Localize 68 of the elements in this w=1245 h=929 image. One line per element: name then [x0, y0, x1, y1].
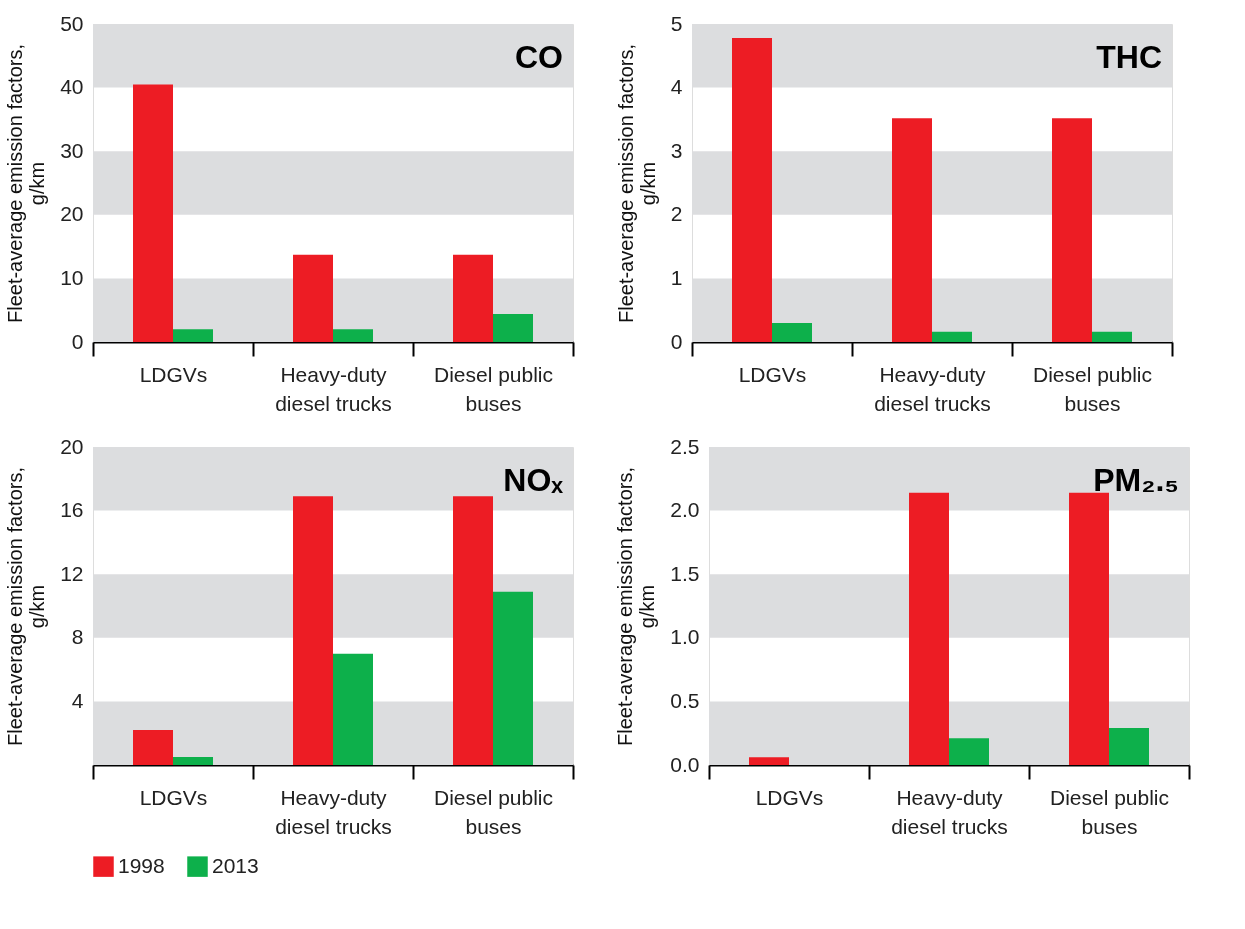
- y-tick-label: 4: [670, 75, 683, 99]
- x-tick-label: Diesel public buses: [433, 785, 554, 838]
- text: THC: [1096, 39, 1162, 75]
- bar: [772, 322, 812, 342]
- y-tick-label: 1: [670, 265, 683, 289]
- bar: [333, 329, 373, 342]
- x-tick-label: LDGVs: [139, 362, 208, 386]
- bar: [133, 730, 173, 765]
- y-tick-label: 10: [60, 265, 84, 289]
- legend-label: 1998: [118, 853, 165, 877]
- y-tick-label: 0.5: [670, 688, 700, 712]
- x-tick-label: Heavy-duty diesel trucks: [275, 785, 392, 838]
- x-tick-label: Diesel public buses: [1049, 785, 1170, 838]
- y-tick-label: 1.0: [670, 625, 700, 649]
- y-tick-label: 2: [670, 202, 683, 226]
- bar: [493, 591, 533, 765]
- bar: [493, 314, 533, 342]
- bar: [453, 254, 493, 342]
- bar: [1069, 492, 1109, 765]
- bar: [133, 84, 173, 342]
- y-tick-label: 12: [60, 561, 84, 585]
- legend-label: 2013: [212, 853, 259, 877]
- bar: [293, 496, 333, 765]
- y-tick-label: 50: [60, 11, 84, 35]
- x-tick-label: Diesel public buses: [1032, 362, 1153, 415]
- bar: [333, 653, 373, 765]
- x-tick-label: Heavy-duty diesel trucks: [874, 362, 991, 415]
- y-tick-label: 3: [670, 138, 683, 162]
- text: PM₂.₅: [1093, 462, 1179, 498]
- y-tick-label: 0.0: [670, 752, 700, 776]
- bar: [453, 496, 493, 765]
- y-axis-title: Fleet-average emission factors, g/km: [4, 43, 49, 324]
- x-tick-label: Diesel public buses: [433, 362, 554, 415]
- y-tick-label: 30: [60, 138, 84, 162]
- x-tick-label: LDGVs: [738, 362, 807, 386]
- y-tick-label: 0: [71, 329, 84, 353]
- y-tick-label: 40: [60, 75, 84, 99]
- bar: [932, 331, 972, 342]
- y-tick-label: 20: [60, 202, 84, 226]
- bar: [749, 757, 789, 765]
- bar: [1052, 118, 1092, 342]
- y-tick-label: 16: [60, 498, 84, 522]
- y-tick-label: 0: [670, 329, 683, 353]
- bar: [909, 492, 949, 765]
- y-axis-title: Fleet-average emission factors, g/km: [614, 466, 659, 747]
- bar: [293, 254, 333, 342]
- y-tick-label: 2.5: [670, 434, 700, 458]
- y-tick-label: 8: [71, 625, 84, 649]
- x-tick-label: LDGVs: [755, 785, 824, 809]
- x-tick-label: Heavy-duty diesel trucks: [275, 362, 392, 415]
- y-tick-label: 5: [670, 11, 683, 35]
- y-tick-label: 4: [71, 688, 84, 712]
- y-axis-title: Fleet-average emission factors, g/km: [4, 466, 49, 747]
- text: NOₓ: [503, 462, 564, 498]
- y-axis-title: Fleet-average emission factors, g/km: [614, 43, 659, 324]
- bar: [1092, 331, 1132, 342]
- x-tick-label: LDGVs: [139, 785, 208, 809]
- bar: [732, 37, 772, 342]
- y-tick-label: 1.5: [670, 561, 700, 585]
- bar: [892, 118, 932, 342]
- text: CO: [515, 39, 563, 75]
- bar: [1109, 728, 1149, 765]
- bar: [173, 329, 213, 342]
- y-tick-label: 2.0: [670, 498, 700, 522]
- bar: [173, 757, 213, 765]
- bar: [949, 738, 989, 765]
- y-tick-label: 20: [60, 434, 84, 458]
- x-tick-label: Heavy-duty diesel trucks: [891, 785, 1008, 838]
